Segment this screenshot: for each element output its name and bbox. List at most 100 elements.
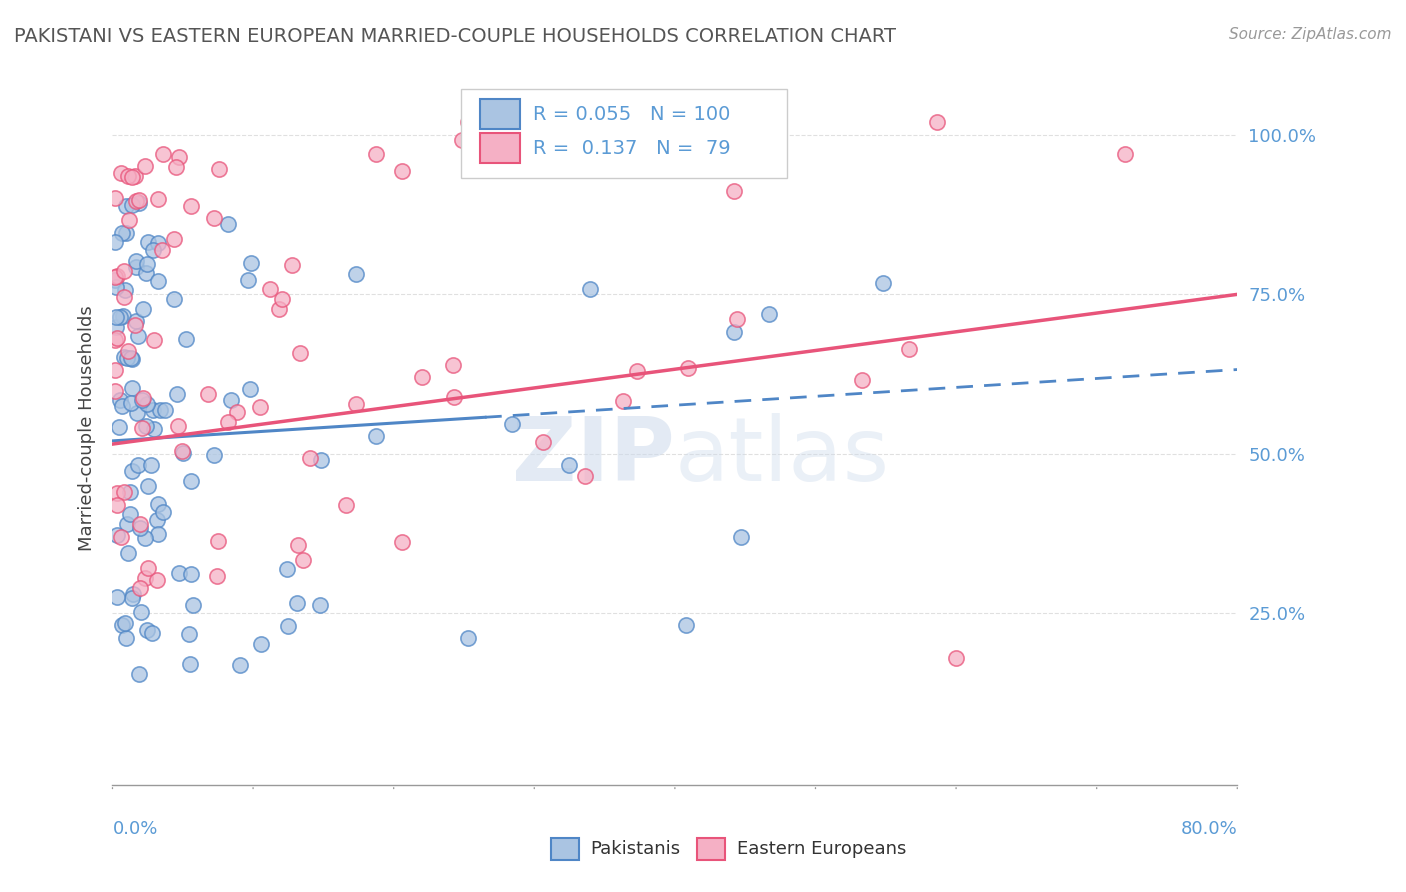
Point [128,666,150,681]
Point [146,574,169,588]
Point [108,420,131,434]
Point [114,615,136,630]
Point [105,590,128,604]
Point [132,301,155,316]
Point [298,451,321,466]
Point [612,393,634,408]
Point [309,598,332,612]
Point [138,561,160,575]
Point [112,484,135,499]
Y-axis label: Married-couple Households: Married-couple Households [77,305,96,551]
Point [531,435,554,450]
Point [108,392,131,407]
Point [217,217,239,231]
Point [104,363,127,377]
Point [174,332,197,346]
Point [136,397,159,411]
Point [146,527,169,541]
Point [143,422,166,436]
Point [177,627,200,641]
FancyBboxPatch shape [481,134,520,163]
Point [181,598,204,612]
Point [120,351,142,365]
Point [105,331,128,345]
Point [124,318,146,332]
Point [146,192,169,206]
Point [309,453,332,467]
Point [114,631,136,645]
Point [148,402,170,417]
Point [117,343,139,358]
Point [925,115,948,129]
Point [129,521,152,535]
Point [277,619,299,633]
Point [270,293,292,307]
Point [202,211,225,225]
Point [170,444,193,458]
Point [105,498,128,512]
Point [127,329,149,343]
Point [226,405,249,419]
Point [165,160,187,174]
Point [208,161,231,176]
Point [117,169,139,183]
Point [391,534,413,549]
Point [111,226,134,240]
Point [291,553,314,567]
Point [281,258,304,272]
Point [128,193,150,207]
Point [249,400,271,414]
Point [267,301,290,316]
Point [662,142,685,156]
Point [120,507,142,521]
Point [290,346,312,360]
Point [104,320,127,334]
Point [730,530,752,544]
Point [112,351,135,365]
Point [121,464,143,478]
Point [450,133,472,147]
Point [501,417,523,432]
Point [180,566,202,581]
Point [121,586,143,600]
Point [104,273,127,287]
Point [152,146,174,161]
Point [132,391,155,405]
Point [117,545,139,559]
Point [143,333,166,347]
Point [676,360,699,375]
Point [115,226,138,240]
Point [148,497,170,511]
Point [110,400,132,414]
Point [411,369,433,384]
Point [364,428,387,442]
Point [146,274,169,288]
Point [180,474,202,488]
Point [391,164,413,178]
Point [259,282,281,296]
Point [112,290,135,304]
Point [141,626,163,640]
Point [207,568,229,582]
Point [202,448,225,462]
Point [898,342,921,356]
Point [104,190,127,204]
Point [172,446,194,460]
Point [125,406,148,420]
Point [457,631,479,645]
Point [121,381,143,395]
Point [136,479,159,493]
Point [197,387,219,401]
Point [131,420,153,434]
Point [105,527,128,541]
Point [725,311,748,326]
Point [136,235,159,249]
Point [945,650,967,665]
Point [152,505,174,519]
Point [125,254,148,268]
Point [115,351,138,365]
Point [851,373,873,387]
Text: PAKISTANI VS EASTERN EUROPEAN MARRIED-COUPLE HOUSEHOLDS CORRELATION CHART: PAKISTANI VS EASTERN EUROPEAN MARRIED-CO… [14,27,896,45]
Point [276,562,298,576]
Point [344,268,367,282]
